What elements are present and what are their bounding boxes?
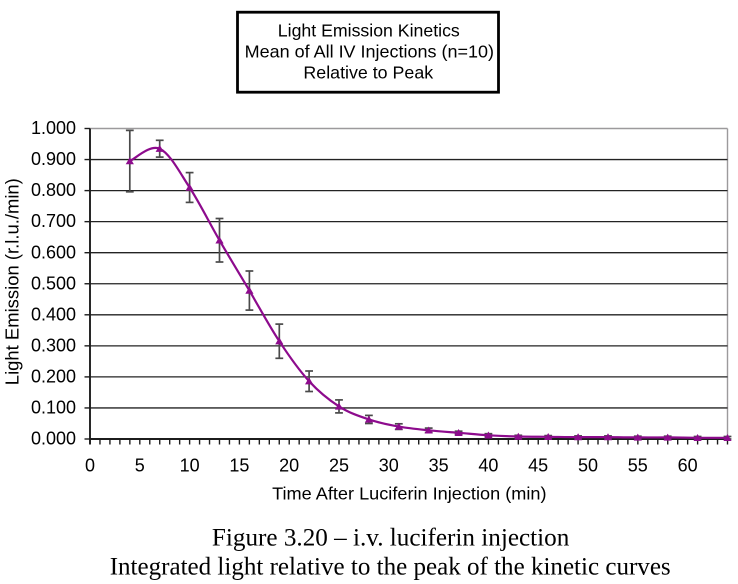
- svg-text:0.300: 0.300: [31, 336, 76, 356]
- svg-text:Relative to Peak: Relative to Peak: [303, 62, 433, 82]
- svg-text:Integrated light relative to t: Integrated light relative to the peak of…: [110, 552, 671, 580]
- svg-text:0.900: 0.900: [31, 149, 76, 169]
- svg-text:0.800: 0.800: [31, 180, 76, 200]
- svg-text:40: 40: [478, 455, 498, 475]
- svg-text:25: 25: [329, 455, 349, 475]
- svg-text:35: 35: [429, 455, 449, 475]
- svg-text:0.000: 0.000: [31, 429, 76, 449]
- svg-text:20: 20: [279, 455, 299, 475]
- svg-text:50: 50: [578, 455, 598, 475]
- svg-text:Figure 3.20 – i.v. luciferin i: Figure 3.20 – i.v. luciferin injection: [212, 524, 570, 552]
- svg-text:0.200: 0.200: [31, 367, 76, 387]
- svg-text:60: 60: [678, 455, 698, 475]
- svg-text:Light Emission (r.l.u./min): Light Emission (r.l.u./min): [3, 178, 23, 385]
- svg-text:0.600: 0.600: [31, 242, 76, 262]
- svg-text:55: 55: [628, 455, 648, 475]
- svg-text:Light Emission Kinetics: Light Emission Kinetics: [278, 20, 460, 40]
- svg-text:1.000: 1.000: [31, 118, 76, 138]
- svg-text:15: 15: [229, 455, 249, 475]
- svg-text:0.700: 0.700: [31, 211, 76, 231]
- svg-text:5: 5: [135, 455, 145, 475]
- svg-text:0.500: 0.500: [31, 273, 76, 293]
- svg-text:30: 30: [379, 455, 399, 475]
- svg-text:0.400: 0.400: [31, 304, 76, 324]
- svg-text:0: 0: [85, 455, 95, 475]
- svg-text:45: 45: [528, 455, 548, 475]
- svg-text:10: 10: [180, 455, 200, 475]
- svg-text:Time After Luciferin Injection: Time After Luciferin Injection (min): [272, 483, 546, 503]
- svg-text:0.100: 0.100: [31, 398, 76, 418]
- svg-text:Mean of All IV Injections (n=1: Mean of All IV Injections (n=10): [245, 41, 494, 61]
